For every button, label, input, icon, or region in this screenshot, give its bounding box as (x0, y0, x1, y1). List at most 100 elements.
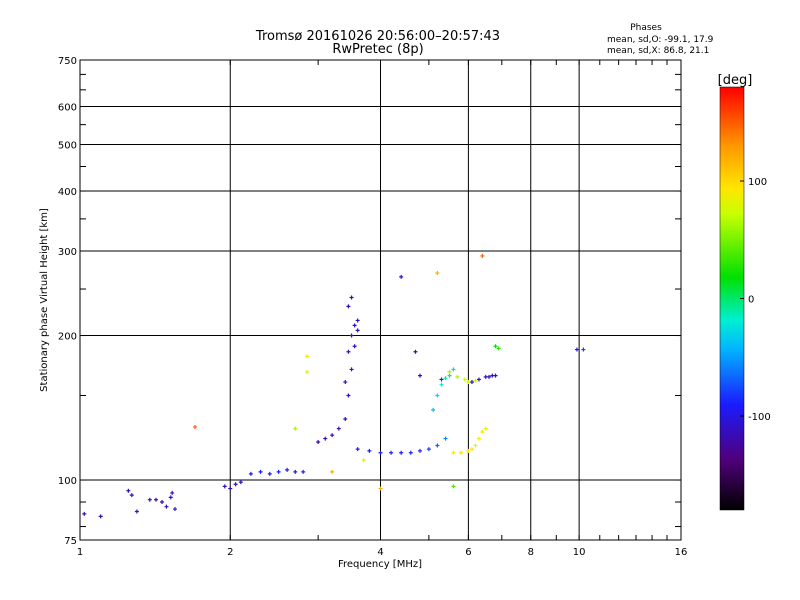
data-point (451, 484, 456, 489)
data-point (349, 333, 354, 338)
data-point (439, 382, 444, 387)
data-point (462, 377, 467, 382)
data-point (285, 467, 290, 472)
x-axis-label: Frequency [MHz] (338, 559, 422, 570)
data-point (476, 377, 481, 382)
data-point (126, 488, 131, 493)
data-point (483, 426, 488, 431)
data-point (248, 471, 253, 476)
data-point (276, 469, 281, 474)
x-tick-label: 16 (675, 547, 688, 558)
x-tick-label: 6 (465, 547, 471, 558)
data-point (349, 295, 354, 300)
x-tick-label: 1 (77, 547, 83, 558)
data-point (574, 347, 579, 352)
data-point (228, 486, 233, 491)
x-tick-label: 4 (377, 547, 383, 558)
data-point (435, 270, 440, 275)
data-point (418, 373, 423, 378)
data-point (164, 504, 169, 509)
colorbar-label: [deg] (718, 73, 753, 88)
data-point (435, 443, 440, 448)
chart-subtitle: RwPretec (8p) (332, 42, 423, 57)
data-point (451, 367, 456, 372)
data-point (301, 469, 306, 474)
data-point (480, 429, 485, 434)
data-point (399, 450, 404, 455)
y-tick-label: 500 (58, 141, 77, 152)
data-point (493, 373, 498, 378)
data-point (459, 450, 464, 455)
data-point (168, 495, 173, 500)
data-point (447, 369, 452, 374)
data-point (233, 482, 238, 487)
data-point (466, 380, 471, 385)
data-point (267, 471, 272, 476)
data-point (336, 426, 341, 431)
data-point (170, 490, 175, 495)
stats-o: mean, sd,O: -99.1, 17.9 (607, 35, 714, 45)
data-point (361, 458, 366, 463)
grid-lines (80, 60, 681, 540)
data-point (172, 507, 177, 512)
data-point (346, 349, 351, 354)
data-point (343, 380, 348, 385)
data-point (238, 480, 243, 485)
colorbar-ticks: 100 0 -100 (740, 177, 771, 423)
y-tick-label: 600 (58, 103, 77, 114)
data-point (435, 393, 440, 398)
data-point (293, 426, 298, 431)
data-point (378, 486, 383, 491)
data-point (316, 440, 321, 445)
data-point (352, 344, 357, 349)
x-tick-label: 2 (227, 547, 233, 558)
data-point (431, 407, 436, 412)
data-point (160, 499, 165, 504)
data-point (134, 509, 139, 514)
x-tick-label: 10 (573, 547, 586, 558)
data-point (426, 447, 431, 452)
colorbar-tick-label: 0 (748, 295, 754, 306)
data-point (418, 448, 423, 453)
y-tick-label: 750 (58, 56, 77, 67)
data-point (258, 469, 263, 474)
data-point (487, 374, 492, 379)
y-tick-label: 200 (58, 332, 77, 343)
data-point (154, 497, 159, 502)
colorbar (719, 86, 745, 511)
y-axis-label: Stationary phase Virtual Height [km] (39, 208, 50, 392)
y-tick-label: 100 (58, 476, 77, 487)
data-point (367, 448, 372, 453)
data-point (408, 450, 413, 455)
data-point (389, 450, 394, 455)
data-point (346, 304, 351, 309)
data-point (98, 514, 103, 519)
data-point (473, 443, 478, 448)
data-point (493, 344, 498, 349)
y-tick-label: 400 (58, 187, 77, 198)
data-point (147, 497, 152, 502)
stats-heading: Phases (630, 23, 662, 33)
stats-x: mean, sd,X: 86.8, 21.1 (607, 46, 709, 56)
data-point (581, 347, 586, 352)
y-tick-label: 75 (64, 536, 77, 547)
y-tick-label: 300 (58, 247, 77, 258)
data-point (496, 346, 501, 351)
colorbar-tick-label: 100 (748, 177, 767, 188)
data-point (451, 450, 456, 455)
data-point (480, 253, 485, 258)
data-point (378, 450, 383, 455)
data-point (466, 448, 471, 453)
data-point (355, 318, 360, 323)
data-point (355, 447, 360, 452)
data-point (476, 436, 481, 441)
data-point (355, 328, 360, 333)
x-tick-label: 8 (528, 547, 534, 558)
data-point (469, 447, 474, 452)
data-point (129, 493, 134, 498)
data-point (82, 511, 87, 516)
colorbar-tick-label: -100 (748, 412, 771, 423)
data-point (447, 373, 452, 378)
data-points (82, 253, 586, 519)
